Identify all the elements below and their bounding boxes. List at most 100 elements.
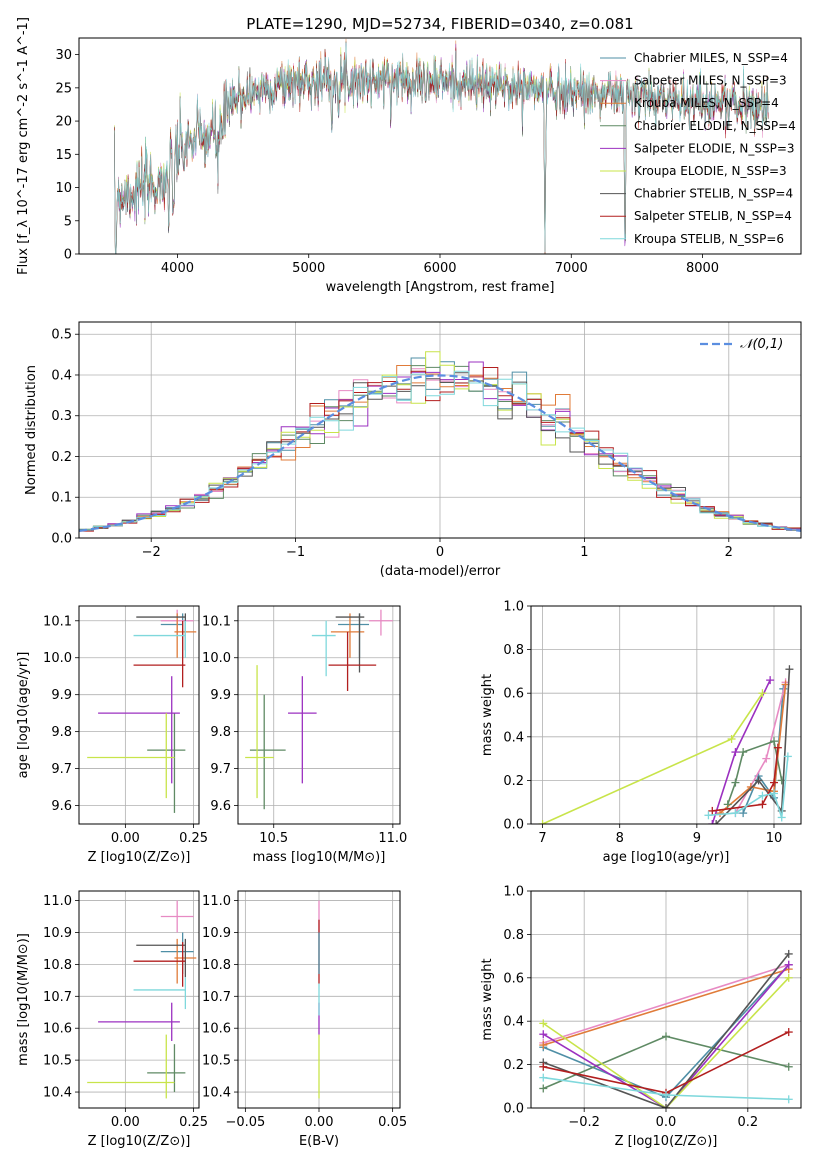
mass_vs_Z-panel: 0.00 0.25 10.4 10.5 10.6 10.7 10.8 10.9 11.0 Z [l… xyxy=(16,890,208,1149)
y-tick-label: 9.8 xyxy=(210,725,231,740)
y-tick-label: 0.3 xyxy=(51,409,72,424)
x-tick-label: 6000 xyxy=(423,261,456,276)
spectrum-panel: 4000 5000 6000 7000 8000 0 5 10 15 20 25 30 waveleng… xyxy=(16,17,802,295)
x-tick-label: 10 xyxy=(766,831,783,846)
x-axis-label: Z [log10(Z/Z⊙)] xyxy=(615,1134,718,1149)
y-tick-label: 0.0 xyxy=(51,532,72,547)
axes-frame xyxy=(78,605,200,825)
errorbars xyxy=(87,609,197,813)
legend-label: Chabrier STELIB, N_SSP=4 xyxy=(634,187,793,201)
axes-frame xyxy=(237,605,401,825)
x-tick-label: 8000 xyxy=(686,261,719,276)
legend-label: Chabrier MILES, N_SSP=4 xyxy=(634,51,788,65)
x-tick-label: 7000 xyxy=(555,261,588,276)
y-tick-label: 0.8 xyxy=(503,643,524,658)
legend-label: 𝒩(0,1) xyxy=(740,337,783,352)
y-tick-label: 25 xyxy=(55,81,72,96)
y-tick-label: 9.6 xyxy=(210,799,231,814)
series-line xyxy=(715,669,791,824)
x-tick-label: −2 xyxy=(142,545,161,560)
histogram-series xyxy=(79,370,801,533)
y-axis-label: mass weight xyxy=(480,958,495,1040)
y-tick-label: 0.0 xyxy=(503,818,524,833)
y-tick-label: 10.1 xyxy=(43,614,72,629)
x-tick-label: 0.00 xyxy=(305,1115,334,1130)
axes-frame xyxy=(78,321,802,539)
y-tick-label: 10.6 xyxy=(43,1022,72,1037)
x-tick-label: 0.00 xyxy=(111,831,140,846)
y-tick-label: 9.8 xyxy=(51,725,72,740)
x-axis-label: Z [log10(Z/Z⊙)] xyxy=(88,1134,191,1149)
y-tick-label: 11.0 xyxy=(43,894,72,909)
x-tick-label: 10.5 xyxy=(259,831,288,846)
y-tick-label: 5 xyxy=(64,214,72,229)
age_vs_mass-panel: 10.5 11.0 9.6 9.7 9.8 9.9 10.0 10.1 mass [log10(… xyxy=(202,605,407,865)
y-tick-label: 10.7 xyxy=(202,990,231,1005)
x-axis-label: Z [log10(Z/Z⊙)] xyxy=(88,850,191,865)
y-tick-label: 10.8 xyxy=(202,958,231,973)
y-tick-label: 20 xyxy=(55,115,72,130)
spectrum-line xyxy=(114,42,769,254)
series-line xyxy=(543,964,789,1044)
x-tick-label: 8 xyxy=(616,831,624,846)
legend-label: Kroupa STELIB, N_SSP=6 xyxy=(634,232,784,246)
y-tick-label: 9.6 xyxy=(51,799,72,814)
y-tick-label: 0.4 xyxy=(503,730,524,745)
y-tick-label: 0.6 xyxy=(503,971,524,986)
x-tick-label: 0 xyxy=(436,545,444,560)
y-tick-label: 11.0 xyxy=(202,894,231,909)
y-tick-label: 9.7 xyxy=(210,762,231,777)
y-tick-label: 10.9 xyxy=(43,926,72,941)
x-tick-label: −1 xyxy=(286,545,305,560)
y-tick-label: 0.4 xyxy=(503,1015,524,1030)
y-tick-label: 10.6 xyxy=(202,1022,231,1037)
y-axis-label: Flux [f_λ 10^-17 erg cm^-2 s^-1 A^-1] xyxy=(16,17,31,275)
y-tick-label: 1.0 xyxy=(503,600,524,615)
y-tick-label: 10.0 xyxy=(43,651,72,666)
y-tick-label: 10.9 xyxy=(202,926,231,941)
x-axis-label: wavelength [Angstrom, rest frame] xyxy=(326,280,555,295)
x-tick-label: −0.2 xyxy=(568,1115,600,1130)
series-line xyxy=(542,977,790,1108)
y-tick-label: 10.0 xyxy=(202,651,231,666)
y-tick-label: 15 xyxy=(55,148,72,163)
x-tick-label: 0.25 xyxy=(179,1115,208,1130)
x-tick-label: 11.0 xyxy=(378,831,407,846)
axes-frame xyxy=(530,605,802,825)
errorbars xyxy=(87,900,197,1099)
y-tick-label: 0 xyxy=(64,248,72,263)
legend-label: Salpeter MILES, N_SSP=3 xyxy=(634,74,787,88)
legend: Chabrier MILES, N_SSP=4 Salpeter MILES, N… xyxy=(600,51,796,246)
x-tick-label: 0.0 xyxy=(656,1115,677,1130)
x-axis-label: E(B-V) xyxy=(299,1134,339,1149)
x-tick-label: 5000 xyxy=(292,261,325,276)
y-tick-label: 0.2 xyxy=(51,450,72,465)
y-tick-label: 9.9 xyxy=(51,688,72,703)
errorbars xyxy=(245,609,393,810)
figure-title: PLATE=1290, MJD=52734, FIBERID=0340, z=0… xyxy=(246,15,633,33)
x-tick-label: 7 xyxy=(538,831,546,846)
series-lines xyxy=(539,949,793,1108)
normal-curve xyxy=(79,374,801,532)
y-tick-label: 0.5 xyxy=(51,328,72,343)
legend-label: Kroupa MILES, N_SSP=4 xyxy=(634,96,779,110)
y-tick-label: 30 xyxy=(55,48,72,63)
y-axis-label: age [log10(age/yr)] xyxy=(16,652,31,779)
mass_vs_ebv-panel: −0.05 0.00 0.05 10.4 10.5 10.6 10.7 10.8 10.9 11.… xyxy=(202,890,407,1149)
series-line xyxy=(712,747,779,812)
series-line xyxy=(542,964,790,1108)
legend-label: Salpeter ELODIE, N_SSP=3 xyxy=(634,141,795,155)
y-tick-label: 1.0 xyxy=(503,885,524,900)
axes-frame xyxy=(78,890,200,1109)
series-line xyxy=(543,968,789,1046)
residuals-panel: −2 −1 0 1 2 0.0 0.1 0.2 0.3 0.4 0.5 (data-model)/er… xyxy=(24,321,802,579)
y-axis-label: mass weight xyxy=(480,674,495,756)
y-tick-label: 10 xyxy=(55,181,72,196)
x-axis-label: (data-model)/error xyxy=(380,564,501,579)
y-tick-label: 10.5 xyxy=(202,1054,231,1069)
y-axis-label: Normed distribution xyxy=(24,365,39,495)
y-tick-label: 10.1 xyxy=(202,614,231,629)
y-tick-label: 0.1 xyxy=(51,491,72,506)
y-tick-label: 10.7 xyxy=(43,990,72,1005)
